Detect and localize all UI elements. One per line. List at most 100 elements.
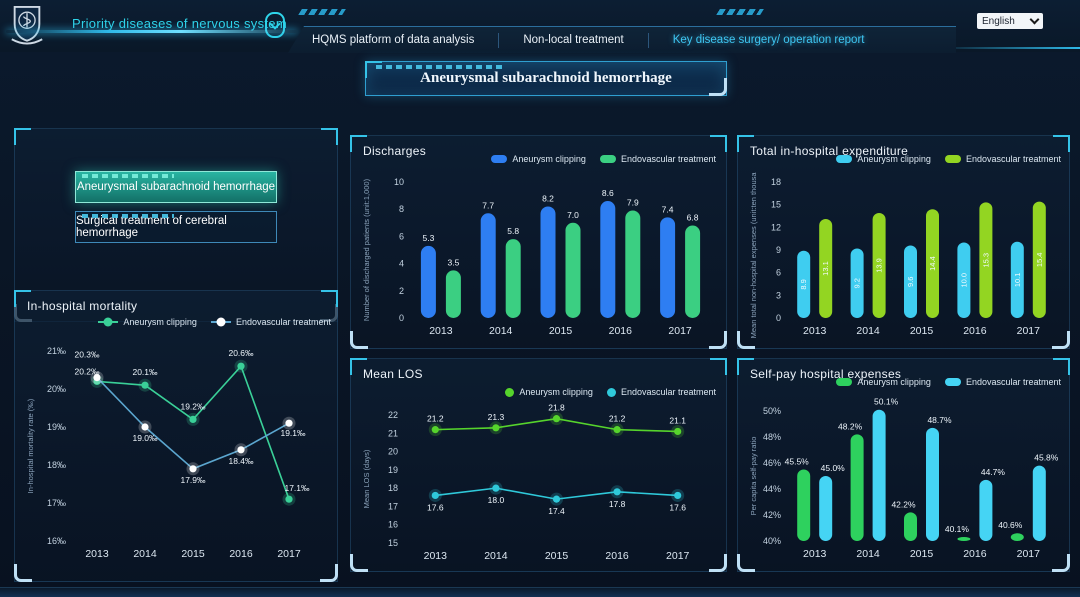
- header-dash-decoration: [298, 9, 346, 15]
- chevron-down-icon: [1029, 14, 1040, 25]
- svg-text:2016: 2016: [963, 548, 987, 560]
- hospital-emblem-logo: [8, 4, 46, 46]
- legend-item[interactable]: Aneurysm clipping: [98, 317, 197, 327]
- corner-bracket: [365, 61, 382, 78]
- svg-text:3.5: 3.5: [447, 257, 459, 267]
- svg-text:45.5%: 45.5%: [785, 457, 810, 467]
- legend-item[interactable]: Aneurysm clipping: [836, 377, 931, 387]
- svg-text:10.0: 10.0: [959, 273, 968, 288]
- chart-legend: Aneurysm clipping Endovascular treatment: [836, 377, 1061, 387]
- svg-text:17.1‰: 17.1‰: [284, 483, 310, 493]
- svg-text:45.0%: 45.0%: [821, 463, 846, 473]
- svg-text:5.3: 5.3: [422, 233, 434, 243]
- menu-button-cerebral-hemorrhage[interactable]: Surgical treatment of cerebral hemorrhag…: [75, 211, 277, 243]
- svg-text:18: 18: [771, 177, 781, 187]
- svg-text:2013: 2013: [803, 325, 827, 337]
- legend-swatch: [210, 317, 231, 327]
- tab-non-local-treatment[interactable]: Non-local treatment: [523, 34, 624, 46]
- svg-text:21.3: 21.3: [488, 412, 505, 422]
- chart-legend: Aneurysm clipping Endovascular treatment: [491, 154, 716, 164]
- svg-text:19.1‰: 19.1‰: [280, 428, 306, 438]
- svg-text:2015: 2015: [181, 548, 205, 560]
- svg-text:2017: 2017: [1017, 548, 1041, 560]
- svg-text:21.1: 21.1: [669, 415, 686, 425]
- legend-swatch: [944, 378, 961, 386]
- legend-item[interactable]: Endovascular treatment: [944, 154, 1061, 164]
- svg-text:6: 6: [399, 231, 404, 241]
- svg-text:20.1‰: 20.1‰: [132, 367, 158, 377]
- svg-text:2017: 2017: [1017, 325, 1041, 337]
- svg-text:2014: 2014: [856, 548, 880, 560]
- svg-text:3: 3: [776, 290, 781, 300]
- svg-text:4: 4: [399, 259, 404, 269]
- legend-item[interactable]: Endovascular treatment: [599, 154, 716, 164]
- svg-text:18.0: 18.0: [488, 495, 505, 505]
- svg-text:15.4: 15.4: [1035, 253, 1044, 268]
- footer-strip: [0, 588, 1080, 597]
- header: Priority diseases of nervous system HQMS…: [0, 0, 1080, 53]
- mean-los-line-chart: 15 16 17 18 19 20 21 22 2013 2014 2015 2016 2017 Mean…: [362, 403, 690, 562]
- svg-text:Per capita self-pay ratio: Per capita self-pay ratio: [749, 437, 758, 516]
- svg-text:18: 18: [388, 483, 398, 493]
- legend-item[interactable]: Aneurysm clipping: [491, 154, 586, 164]
- svg-text:2017: 2017: [668, 325, 692, 337]
- svg-text:9: 9: [776, 245, 781, 255]
- svg-text:12: 12: [771, 222, 781, 232]
- svg-text:46%: 46%: [763, 458, 781, 468]
- header-right-line: [950, 47, 1080, 49]
- svg-text:2017: 2017: [277, 548, 301, 560]
- svg-text:2014: 2014: [484, 550, 508, 562]
- legend-item[interactable]: Endovascular treatment: [944, 377, 1061, 387]
- header-glow-line: [6, 30, 298, 33]
- svg-text:10: 10: [394, 177, 404, 187]
- legend-swatch: [505, 387, 515, 397]
- app-title: Priority diseases of nervous system: [72, 16, 287, 31]
- svg-text:45.8%: 45.8%: [1034, 453, 1059, 463]
- svg-text:18‰: 18‰: [47, 460, 66, 470]
- menu-button-aneurysmal-sah[interactable]: Aneurysmal subarachnoid hemorrhage: [75, 171, 277, 203]
- mortality-panel: In-hospital mortality Aneurysm clipping E…: [14, 290, 338, 582]
- language-value: English: [982, 15, 1015, 27]
- chart-legend: Aneurysm clipping Endovascular treatment: [836, 154, 1061, 164]
- discharges-bar-chart: 0 2 4 6 8 10 2013 2014 2015 2016 2017 Number of dis…: [362, 177, 701, 337]
- tab-hqms-platform[interactable]: HQMS platform of data analysis: [312, 34, 475, 46]
- legend-swatch: [606, 387, 616, 397]
- discharges-panel: Discharges Aneurysm clipping Endovascular…: [350, 135, 727, 349]
- svg-text:Number of discharged patients: Number of discharged patients (unit:1,00…: [362, 178, 371, 321]
- svg-text:2013: 2013: [424, 550, 448, 562]
- mortality-line-chart: 16‰ 17‰ 18‰ 19‰ 20‰ 21‰ 2013 2014 2015 2016 2017 In…: [26, 346, 310, 560]
- tab-key-disease-report[interactable]: Key disease surgery/ operation report: [672, 34, 865, 46]
- legend-label: Endovascular treatment: [965, 154, 1061, 164]
- chart-title: Self-pay hospital expenses: [750, 367, 902, 381]
- svg-text:44.7%: 44.7%: [981, 467, 1006, 477]
- legend-item[interactable]: Aneurysm clipping: [505, 387, 593, 397]
- svg-text:20‰: 20‰: [47, 384, 66, 394]
- svg-text:2016: 2016: [229, 548, 253, 560]
- svg-text:2014: 2014: [856, 325, 880, 337]
- legend-item[interactable]: Aneurysm clipping: [836, 154, 931, 164]
- svg-text:7.0: 7.0: [567, 210, 579, 220]
- legend-item[interactable]: Endovascular treatment: [606, 387, 716, 397]
- legend-label: Endovascular treatment: [235, 317, 331, 327]
- svg-text:40%: 40%: [763, 536, 781, 546]
- chart-legend: Aneurysm clipping Endovascular treatment: [505, 387, 716, 397]
- svg-text:44%: 44%: [763, 484, 781, 494]
- svg-text:16‰: 16‰: [47, 536, 66, 546]
- legend-swatch: [836, 155, 853, 163]
- svg-text:2017: 2017: [666, 550, 690, 562]
- svg-text:20.3‰: 20.3‰: [74, 350, 100, 360]
- svg-text:8.2: 8.2: [542, 193, 554, 203]
- language-select[interactable]: English: [977, 13, 1043, 29]
- legend-swatch: [98, 317, 119, 327]
- svg-text:17.8: 17.8: [609, 499, 626, 509]
- disease-menu-panel: Aneurysmal subarachnoid hemorrhage Surgi…: [14, 128, 338, 322]
- corner-bracket: [709, 78, 727, 96]
- svg-text:17.6: 17.6: [669, 502, 686, 512]
- chevron-down-icon[interactable]: [265, 12, 285, 38]
- svg-text:17: 17: [388, 501, 398, 511]
- legend-label: Endovascular treatment: [965, 377, 1061, 387]
- svg-text:Mean LOS (days): Mean LOS (days): [362, 449, 371, 508]
- svg-text:2013: 2013: [85, 548, 109, 560]
- legend-item[interactable]: Endovascular treatment: [210, 317, 331, 327]
